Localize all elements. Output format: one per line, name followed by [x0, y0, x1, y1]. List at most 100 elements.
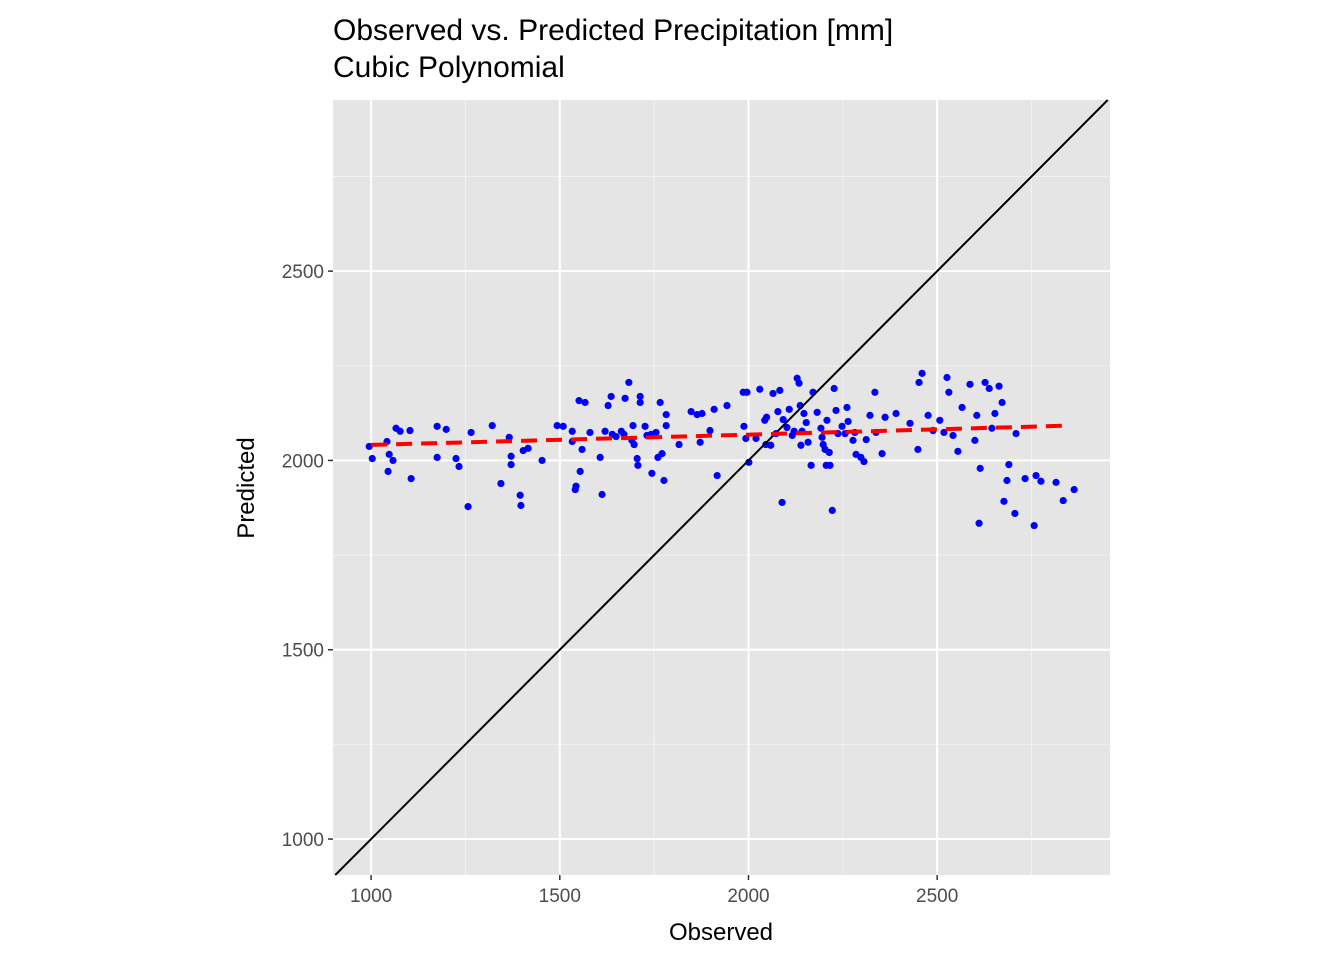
x-tick-label: 1500	[539, 886, 581, 907]
point	[756, 385, 764, 393]
point	[568, 427, 576, 435]
point	[971, 436, 979, 444]
point	[433, 422, 441, 430]
point	[586, 428, 594, 437]
point	[795, 379, 803, 387]
point	[706, 426, 714, 435]
point	[607, 392, 615, 401]
chart-title: Observed vs. Predicted Precipitation [mm…	[333, 14, 893, 47]
point	[636, 398, 644, 407]
point	[365, 442, 373, 451]
point	[601, 427, 609, 435]
point	[949, 431, 957, 440]
point	[779, 415, 787, 424]
point	[625, 378, 633, 387]
point	[774, 407, 782, 416]
point	[559, 422, 567, 430]
point	[790, 427, 798, 435]
point	[652, 428, 660, 437]
fit-line	[371, 423, 1070, 447]
point	[517, 501, 525, 510]
point	[966, 380, 974, 388]
point	[1003, 476, 1011, 485]
point	[892, 409, 900, 418]
point	[843, 403, 851, 412]
point	[804, 438, 812, 446]
point	[575, 397, 583, 405]
point	[452, 454, 460, 463]
point	[656, 398, 664, 407]
point	[368, 454, 376, 463]
point	[621, 394, 629, 402]
identity-line	[334, 99, 1109, 876]
point	[995, 382, 1003, 390]
point	[507, 460, 515, 469]
point	[830, 384, 838, 393]
point	[433, 453, 441, 462]
point	[823, 416, 831, 424]
point	[713, 471, 721, 480]
point	[807, 461, 815, 469]
point	[743, 388, 751, 396]
point	[598, 490, 606, 499]
point	[752, 434, 760, 443]
x-tick-label: 1000	[350, 886, 392, 907]
point	[384, 467, 392, 476]
point	[826, 461, 834, 469]
point	[1005, 460, 1013, 469]
point	[634, 461, 642, 469]
point	[553, 421, 561, 430]
point	[1059, 496, 1067, 505]
point	[828, 506, 836, 515]
x-tick-label: 2000	[727, 886, 769, 907]
point	[1052, 478, 1060, 486]
point	[802, 418, 810, 427]
point	[1011, 509, 1019, 518]
point	[954, 447, 962, 455]
point	[658, 450, 666, 458]
point	[998, 398, 1006, 407]
point	[648, 469, 656, 477]
point	[813, 408, 821, 416]
point	[507, 452, 515, 460]
point	[878, 450, 886, 458]
point	[406, 426, 414, 435]
point	[467, 428, 475, 437]
point	[776, 386, 784, 394]
point	[710, 405, 718, 413]
point	[866, 411, 874, 419]
point	[612, 432, 620, 441]
point	[906, 419, 914, 427]
point	[785, 405, 793, 413]
point	[817, 424, 825, 432]
point	[976, 464, 984, 472]
point	[497, 479, 505, 488]
point	[985, 384, 993, 393]
point	[578, 445, 586, 454]
point	[407, 475, 415, 483]
x-axis-label: Observed	[669, 919, 773, 946]
point	[576, 467, 584, 476]
point	[696, 438, 704, 446]
point	[389, 456, 397, 465]
point	[1012, 429, 1020, 438]
point	[973, 411, 981, 419]
point	[740, 422, 748, 430]
point	[464, 503, 472, 511]
point	[762, 413, 771, 421]
point	[991, 409, 999, 418]
point	[572, 482, 580, 490]
point	[1000, 497, 1008, 505]
x-tick-label: 2500	[916, 886, 958, 907]
point	[660, 476, 668, 485]
point	[516, 491, 524, 499]
point	[975, 519, 983, 527]
point	[581, 398, 589, 407]
point	[698, 409, 706, 418]
y-tick-label: 1000	[282, 830, 324, 851]
point	[778, 498, 786, 507]
point	[662, 411, 670, 419]
point	[687, 407, 695, 416]
point	[945, 388, 953, 396]
